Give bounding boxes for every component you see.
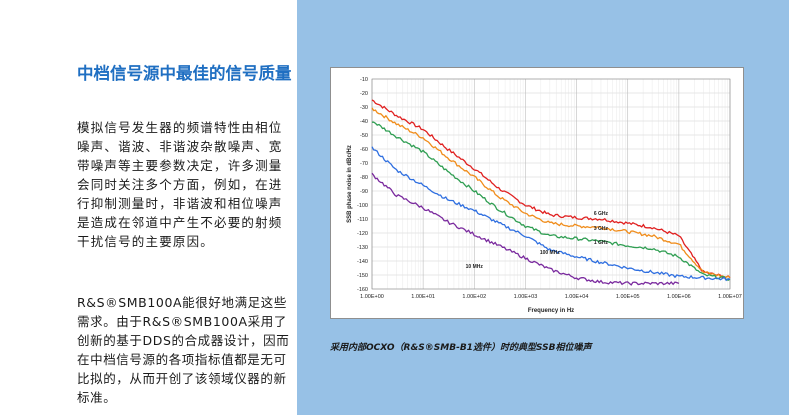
series-line-3-ghz bbox=[371, 107, 731, 279]
section-title: 中档信号源中最佳的信号质量 bbox=[77, 64, 292, 83]
y-tick-label: -120 bbox=[357, 231, 368, 237]
series-line-6-ghz bbox=[371, 99, 731, 279]
y-tick-label: -50 bbox=[360, 133, 368, 139]
x-tick-label: 1.00E+01 bbox=[411, 294, 435, 300]
y-tick-label: -30 bbox=[360, 105, 368, 111]
plot-frame bbox=[371, 78, 731, 290]
y-tick-label: -60 bbox=[360, 147, 368, 153]
figure-caption: 采用内部OCXO（R&S®SMB-B1选件）时的典型SSB相位噪声 bbox=[330, 343, 592, 353]
x-tick-label: 1.00E+05 bbox=[616, 294, 640, 300]
y-tick-label: -10 bbox=[360, 77, 368, 83]
series-label: 10 MHz bbox=[466, 264, 484, 270]
y-tick-label: -140 bbox=[357, 259, 368, 265]
y-tick-label: -80 bbox=[360, 175, 368, 181]
series-line-10-mhz bbox=[371, 172, 680, 286]
phase-noise-chart: -10 -20 -30 -40 -50 -60 -70 -80 -90 -100 -110 -120 -… bbox=[330, 67, 744, 319]
x-tick-label: 1.00E+02 bbox=[462, 294, 486, 300]
y-tick-label: -40 bbox=[360, 119, 368, 125]
series-line-1-ghz bbox=[371, 121, 731, 282]
text-column: 中档信号源中最佳的信号质量 模拟信号发生器的频谱特性由相位噪声、谐波、非谐波杂散… bbox=[0, 0, 297, 415]
paragraph-2: R&S®SMB100A能很好地满足这些需求。由于R&S®SMB100A采用了创新… bbox=[77, 295, 290, 405]
x-tick-label: 1.00E+07 bbox=[718, 294, 742, 300]
series-label: 100 MHz bbox=[540, 250, 561, 256]
x-tick-label: 1.00E+00 bbox=[360, 294, 384, 300]
y-tick-label: -20 bbox=[360, 91, 368, 97]
y-tick-label: -90 bbox=[360, 189, 368, 195]
series-label: 6 GHz bbox=[594, 211, 609, 217]
y-tick-label: -150 bbox=[357, 273, 368, 279]
paragraph-1: 模拟信号发生器的频谱特性由相位噪声、谐波、非谐波杂散噪声、宽带噪声等主要参数决定… bbox=[77, 120, 283, 249]
x-tick-label: 1.00E+06 bbox=[667, 294, 691, 300]
x-tick-label: 1.00E+03 bbox=[514, 294, 538, 300]
series-label: 1 GHz bbox=[594, 240, 609, 246]
y-axis-label: SSB phase noise in dBc/Hz bbox=[347, 145, 353, 223]
y-tick-label: -130 bbox=[357, 245, 368, 251]
y-tick-label: -110 bbox=[357, 217, 368, 223]
y-tick-label: -70 bbox=[360, 161, 368, 167]
series-line-100-mhz bbox=[371, 146, 731, 282]
series-label: 3 GHz bbox=[594, 226, 609, 232]
y-tick-label: -160 bbox=[357, 287, 368, 293]
chart-svg: -10 -20 -30 -40 -50 -60 -70 -80 -90 -100 -110 -120 -… bbox=[347, 77, 742, 314]
x-axis-label: Frequency in Hz bbox=[528, 308, 574, 314]
y-tick-label: -100 bbox=[357, 203, 368, 209]
x-tick-label: 1.00E+04 bbox=[565, 294, 589, 300]
